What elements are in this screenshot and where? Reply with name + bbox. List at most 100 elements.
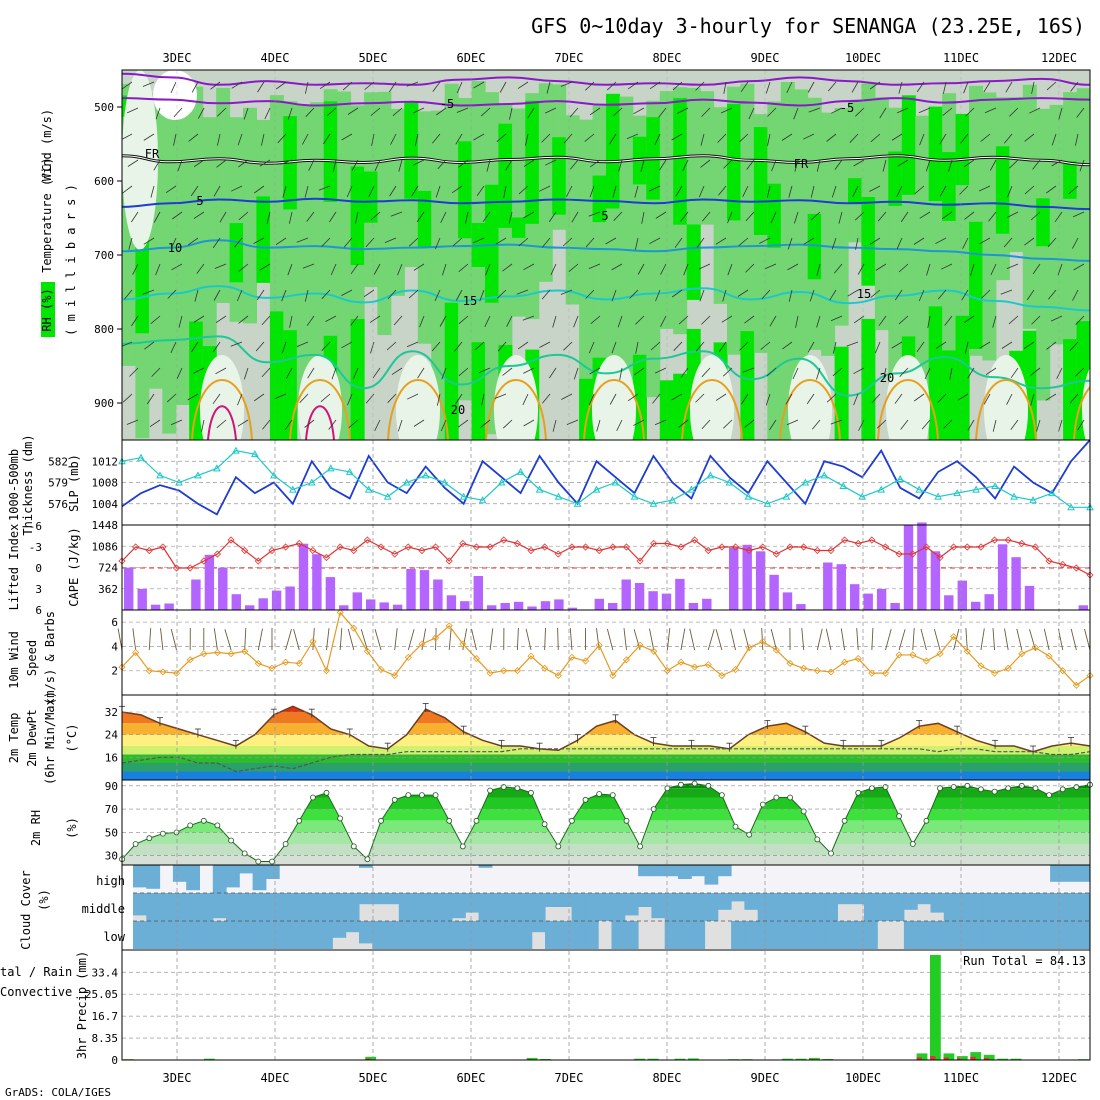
lifted-index-point — [309, 546, 317, 555]
wind-barb — [1036, 419, 1041, 432]
isotherm-label: 20 — [451, 403, 465, 417]
wind-barb — [979, 237, 991, 245]
cloud-bar — [957, 893, 971, 921]
wind-speed-point — [595, 641, 603, 649]
warm-contour — [681, 379, 743, 440]
date-label-bottom: 7DEC — [555, 1071, 584, 1085]
lifted-index-point — [731, 543, 740, 551]
wind-barb — [155, 107, 161, 120]
wind-barb — [1079, 159, 1085, 172]
wind-speed-point — [1018, 650, 1026, 658]
wind-barb — [177, 159, 183, 172]
wind-barb — [806, 393, 815, 405]
rh-band-high — [498, 123, 513, 228]
rh-band — [538, 83, 553, 282]
wind-barb — [672, 81, 683, 91]
cloud-bar — [1050, 921, 1064, 949]
wind-barb — [570, 159, 579, 170]
wind-barb — [155, 263, 161, 276]
wind-barb — [277, 133, 287, 144]
p8-label-b: Convective — [0, 985, 72, 999]
cape-bar — [500, 603, 510, 610]
rh-point — [814, 836, 821, 843]
rh-point — [787, 794, 793, 801]
wind-barb — [650, 341, 661, 351]
surface-wind-barb — [360, 629, 368, 651]
wind-barb — [517, 81, 529, 89]
wind-tick-label: 6 — [111, 616, 118, 629]
wind-barb — [1030, 367, 1041, 376]
cloud-bar — [691, 865, 706, 877]
precip-tick-label: 25.05 — [85, 988, 118, 1001]
rh-band — [431, 110, 446, 440]
wind-speed-point — [241, 647, 249, 655]
pressure-tick-label: 600 — [94, 175, 114, 188]
wind-barb — [980, 133, 991, 142]
lifted-index-point — [418, 546, 426, 555]
wind-barb — [634, 185, 639, 198]
wind-barb — [231, 185, 243, 192]
cloud-bar — [252, 893, 267, 921]
lifted-index-point — [1004, 536, 1012, 544]
cloud-bar — [159, 893, 174, 921]
surface-wind-barb — [160, 628, 164, 651]
rh-point — [1032, 785, 1039, 792]
cloud-bar — [664, 921, 679, 949]
wind-barb — [414, 133, 419, 146]
temp-band — [122, 754, 1090, 763]
cloud-bar — [531, 893, 546, 921]
rh-point — [923, 817, 930, 824]
wind-barb — [898, 315, 909, 325]
wind-barb — [926, 263, 931, 276]
rh-point — [664, 785, 671, 792]
wind-barb — [506, 315, 513, 327]
rh-band — [794, 89, 809, 405]
cape-bar — [204, 554, 215, 610]
wind-speed-point — [295, 659, 303, 667]
wind-barb — [826, 393, 837, 403]
wind-barb — [875, 263, 887, 271]
wind-barb — [191, 341, 199, 353]
cloud-bar — [212, 865, 227, 893]
cloud-bar — [1010, 921, 1025, 949]
wind-barb — [474, 341, 485, 351]
cloud-bar — [212, 921, 227, 949]
wind-barb — [563, 341, 573, 351]
rh-point — [146, 835, 153, 842]
panel-border — [121, 609, 1091, 696]
wind-barb — [481, 393, 485, 406]
pressure-tick-label: 900 — [94, 397, 114, 410]
cape-bar — [930, 551, 941, 610]
wind-barb — [1058, 107, 1063, 120]
wind-barb — [720, 107, 733, 114]
cloud-bar — [797, 893, 812, 921]
wind-barb — [1069, 393, 1079, 404]
wind-barb — [654, 133, 661, 145]
wind-barb — [827, 81, 837, 92]
cloud-bar — [837, 921, 852, 949]
wind-barb — [518, 185, 529, 195]
cape-tick-label: 1086 — [92, 540, 119, 553]
wind-barb — [439, 315, 447, 327]
wind-speed-point — [1059, 667, 1067, 675]
wind-barb — [173, 133, 177, 146]
wind-barb — [918, 289, 925, 302]
wind-barb — [655, 211, 667, 219]
wind-speed-point — [377, 665, 385, 674]
thickness-point — [232, 446, 240, 454]
rh-point — [159, 830, 166, 837]
wind-barb — [925, 159, 931, 172]
lifted-index-point — [350, 546, 358, 555]
wind-barb — [523, 159, 535, 167]
wind-speed-point — [268, 664, 276, 672]
wind-barb — [852, 185, 859, 197]
wind-barb — [213, 185, 221, 197]
wind-barb — [480, 419, 491, 428]
cloud-bar — [957, 921, 971, 949]
wind-barb — [1069, 341, 1079, 352]
warm-contour — [191, 379, 253, 440]
wind-barb — [212, 237, 221, 249]
wind-barb — [849, 133, 859, 143]
thickness-tick-label: 576 — [48, 498, 68, 511]
rh-band-high — [686, 224, 701, 300]
